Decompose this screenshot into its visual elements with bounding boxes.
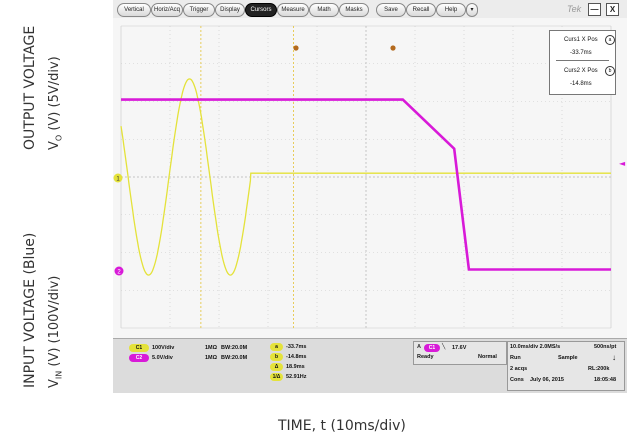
menu-measure[interactable]: Measure (277, 3, 309, 17)
menu-horiz-acq[interactable]: Horiz/Acq (151, 3, 183, 17)
menu-dropdown-button[interactable]: ▾ (466, 3, 478, 17)
cursor-a-marker[interactable] (293, 45, 299, 51)
trigger-source-chip: C1 (424, 344, 440, 352)
trigger-mode: Normal (478, 354, 497, 360)
cursor-a-time: -33.7ms (286, 344, 307, 350)
close-button[interactable]: X (606, 3, 619, 16)
ch2-scale: 5.0V/div (152, 355, 173, 361)
menu-help[interactable]: Help (436, 3, 466, 17)
brand-logo: Tek (567, 4, 582, 14)
menu-recall[interactable]: Recall (406, 3, 436, 17)
cursor-readout-divider (556, 60, 609, 61)
minimize-button[interactable]: — (588, 3, 601, 16)
x-axis-label: TIME, t (10ms/div) (278, 418, 406, 434)
y-axis-output-label: OUTPUT VOLTAGE (22, 25, 38, 150)
ch1-bandwidth: BW:20.0M (221, 345, 248, 351)
ch1-scale: 100V/div (152, 345, 175, 351)
status-panel: C1 100V/div 1MΩ BW:20.0M C2 5.0V/div 1MΩ… (113, 338, 627, 393)
menu-trigger[interactable]: Trigger (183, 3, 215, 17)
trigger-level: 17.6V (452, 345, 467, 351)
acq-state: Ready (417, 354, 434, 360)
menu-save[interactable]: Save (376, 3, 406, 17)
cons-label: Cons (510, 377, 524, 383)
ch1-chip[interactable]: C1 (129, 344, 149, 352)
trigger-chip: A (417, 344, 421, 350)
cursor-b-marker[interactable] (390, 45, 396, 51)
cursor-delta-time: 18.9ms (286, 364, 305, 370)
menu-vertical[interactable]: Vertical (117, 3, 151, 17)
menu-cursors[interactable]: Cursors (245, 3, 277, 17)
ch2-marker-label: 2 (117, 270, 121, 276)
ch2-output-trace (121, 98, 611, 271)
cursor-frequency: 52.91Hz (286, 374, 307, 380)
cursor-a-chip[interactable]: a (270, 343, 283, 351)
ch1-marker-label: 1 (116, 177, 120, 183)
y-axis-input-label: INPUT VOLTAGE (Blue) (22, 232, 38, 388)
graticule (120, 25, 612, 329)
cursor-b-chip[interactable]: b (270, 353, 283, 361)
ch1-impedance: 1MΩ (205, 345, 218, 351)
run-indicator-icon: ↓ (612, 353, 616, 362)
record-length: RL:200k (588, 366, 610, 372)
sample-mode: Sample (558, 355, 578, 361)
trigger-slope-icon: ╲ (442, 344, 446, 350)
curs2-label: Curs2 X Pos (564, 68, 598, 74)
waveform-plot: 1 2 ◄ (113, 18, 627, 338)
time: 18:05:48 (594, 377, 617, 383)
ch2-impedance: 1MΩ (205, 355, 218, 361)
cursor-b-time: -14.8ms (286, 354, 307, 360)
curs1-value: -33.7ms (570, 50, 592, 56)
cursor-readout-panel: Curs1 X Pos a -33.7ms Curs2 X Pos b -14.… (549, 30, 616, 95)
curs2-badge: b (605, 66, 615, 76)
cursor-freq-chip[interactable]: 1/Δ (270, 373, 283, 381)
trigger-level-arrow[interactable]: ◄ (619, 159, 626, 168)
resolution: 500ns/pt (594, 344, 617, 350)
y-axis-output-unit-label: VO (V) (5V/div) (47, 56, 64, 150)
curs1-label: Curs1 X Pos (564, 37, 598, 43)
cursor-delta-chip[interactable]: Δ (270, 363, 283, 371)
oscilloscope-window: Vertical Horiz/Acq Trigger Display Curso… (113, 0, 627, 393)
ch2-chip[interactable]: C2 (129, 354, 149, 362)
y-axis-input-unit-label: VIN (V) (100V/div) (47, 275, 64, 388)
ch1-ground-marker[interactable] (113, 173, 123, 183)
menu-bar: Vertical Horiz/Acq Trigger Display Curso… (113, 0, 627, 19)
run-state: Run (510, 355, 521, 361)
curs2-value: -14.8ms (570, 81, 592, 87)
menu-math[interactable]: Math (309, 3, 339, 17)
timebase-box[interactable]: 10.0ms/div 2.0MS/s 500ns/pt Run Sample ↓… (507, 341, 625, 391)
ch2-bandwidth: BW:20.0M (221, 355, 248, 361)
trigger-box[interactable]: A C1 ╲ 17.6V Ready Normal (413, 341, 507, 365)
curs1-badge: a (605, 35, 615, 45)
acq-count: 2 acqs (510, 366, 528, 372)
date: July 06, 2015 (530, 377, 564, 383)
ch1-input-trace (120, 78, 611, 276)
menu-display[interactable]: Display (215, 3, 245, 17)
ch2-ground-marker[interactable] (114, 266, 124, 276)
timebase: 10.0ms/div 2.0MS/s (510, 344, 561, 350)
menu-masks[interactable]: Masks (339, 3, 369, 17)
